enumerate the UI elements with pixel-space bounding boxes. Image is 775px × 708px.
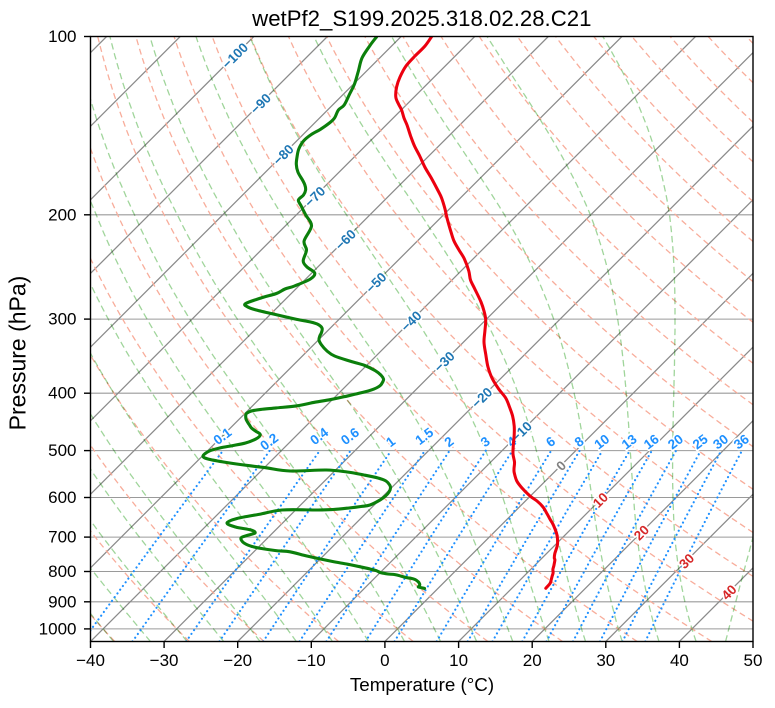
svg-text:100: 100 [48, 27, 76, 46]
svg-text:400: 400 [48, 384, 76, 403]
svg-text:wetPf2_S199.2025.318.02.28.C21: wetPf2_S199.2025.318.02.28.C21 [251, 6, 591, 31]
svg-text:−40: −40 [76, 651, 105, 670]
svg-text:800: 800 [48, 562, 76, 581]
svg-text:0: 0 [380, 651, 389, 670]
svg-text:Pressure (hPa): Pressure (hPa) [5, 276, 31, 431]
svg-text:−10: −10 [297, 651, 326, 670]
svg-text:1000: 1000 [39, 619, 77, 638]
svg-text:900: 900 [48, 592, 76, 611]
svg-text:30: 30 [596, 651, 615, 670]
svg-text:−30: −30 [150, 651, 179, 670]
svg-text:500: 500 [48, 441, 76, 460]
svg-text:−20: −20 [223, 651, 252, 670]
svg-text:10: 10 [449, 651, 468, 670]
svg-text:300: 300 [48, 310, 76, 329]
svg-text:Temperature (°C): Temperature (°C) [350, 674, 494, 695]
svg-text:600: 600 [48, 488, 76, 507]
svg-text:20: 20 [523, 651, 542, 670]
svg-text:200: 200 [48, 205, 76, 224]
svg-text:700: 700 [48, 528, 76, 547]
svg-text:40: 40 [670, 651, 689, 670]
svg-text:50: 50 [744, 651, 763, 670]
